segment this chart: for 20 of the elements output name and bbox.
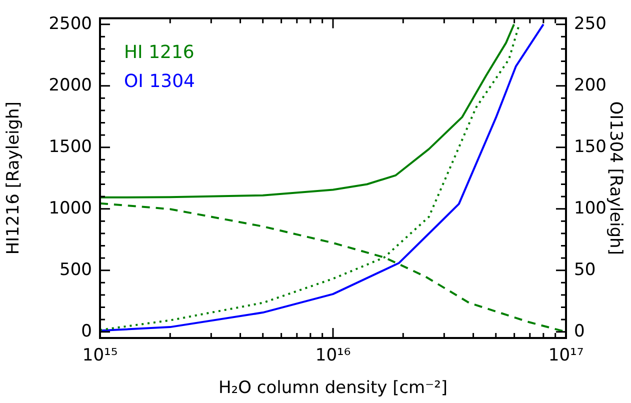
- y-tick-label: 2500: [48, 14, 92, 34]
- y2-tick-label: 50: [574, 260, 596, 280]
- y-axis-title: HI1216 [Rayleigh]: [4, 102, 24, 255]
- x-tick-label: 10¹⁶: [315, 346, 351, 366]
- x-tick-label: 10¹⁷: [548, 346, 584, 366]
- y2-tick-label: 0: [574, 321, 585, 342]
- x-axis-title: H₂O column density [cm⁻²]: [218, 378, 448, 398]
- y-tick-label: 2000: [48, 75, 92, 96]
- y-tick-label: 1500: [48, 136, 92, 157]
- y2-tick-label: 150: [574, 136, 606, 157]
- y-tick-label: 1000: [48, 198, 92, 218]
- y-tick-label: 500: [60, 260, 92, 280]
- y2-tick-label: 250: [574, 14, 606, 34]
- text: OI 1304: [124, 70, 196, 92]
- y2-tick-label: 100: [574, 198, 606, 218]
- y-tick-label: 0: [81, 321, 92, 342]
- x-tick-label: 10¹⁵: [82, 346, 118, 366]
- y2-tick-label: 200: [574, 75, 606, 96]
- text: HI 1216: [124, 42, 194, 63]
- y2-axis-title: OI1304 [Rayleigh]: [605, 101, 626, 255]
